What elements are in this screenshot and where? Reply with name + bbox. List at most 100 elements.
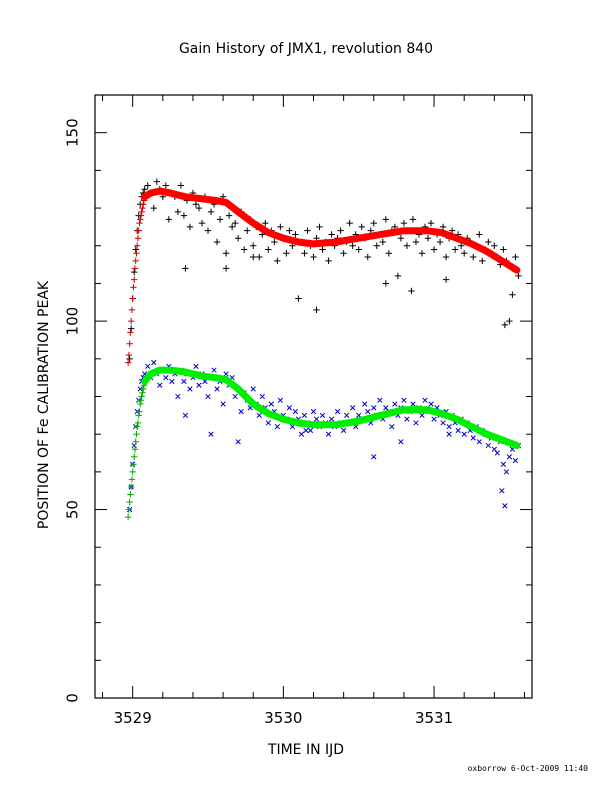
plus-point-2 xyxy=(126,340,133,347)
y-axis-ticks: 0 50 100 150 xyxy=(64,94,532,703)
plus-point-2 xyxy=(128,306,136,314)
cross-point-1 xyxy=(371,405,377,411)
x-tick-label: 3531 xyxy=(415,709,453,727)
plus-point-0 xyxy=(153,178,160,185)
footer-credit: oxborrow 6-Oct-2009 11:40 xyxy=(468,764,589,773)
cross-point-1 xyxy=(392,401,398,407)
cross-point-1 xyxy=(307,427,314,434)
plus-point-2 xyxy=(131,265,139,272)
plus-point-0 xyxy=(460,250,468,257)
cross-point-1 xyxy=(235,439,241,445)
plus-point-0 xyxy=(485,238,492,246)
plus-point-0 xyxy=(243,227,251,234)
cross-point-1 xyxy=(238,408,244,415)
cross-point-1 xyxy=(205,393,211,400)
plus-point-3 xyxy=(131,446,139,453)
plus-point-0 xyxy=(397,235,405,242)
plus-point-0 xyxy=(364,253,371,261)
plus-point-3 xyxy=(130,453,138,460)
plus-point-0 xyxy=(301,250,308,257)
cross-point-1 xyxy=(259,393,265,400)
cross-point-1 xyxy=(512,457,519,464)
cross-point-1 xyxy=(181,378,187,385)
plus-point-0 xyxy=(506,317,513,325)
plus-point-2 xyxy=(133,250,140,257)
cross-point-1 xyxy=(232,393,238,400)
plus-point-0 xyxy=(277,223,284,231)
plus-point-0 xyxy=(430,246,438,253)
plus-point-0 xyxy=(501,321,509,329)
cross-point-1 xyxy=(499,488,505,494)
plus-point-0 xyxy=(394,272,402,280)
plus-point-0 xyxy=(385,250,393,257)
plus-point-0 xyxy=(222,265,230,272)
plus-point-0 xyxy=(265,246,272,253)
plus-point-0 xyxy=(500,246,507,253)
plus-point-0 xyxy=(127,325,135,332)
cross-point-1 xyxy=(274,423,280,430)
cross-point-1 xyxy=(157,382,163,388)
cross-point-1 xyxy=(268,401,274,407)
cross-point-1 xyxy=(491,446,497,452)
cross-point-1 xyxy=(461,431,467,437)
cross-point-1 xyxy=(163,375,169,381)
plus-point-3 xyxy=(132,438,139,445)
plus-point-2 xyxy=(134,235,142,242)
cross-point-1 xyxy=(502,503,508,509)
cross-point-1 xyxy=(365,408,371,415)
y-tick-label: 50 xyxy=(64,500,82,519)
plus-point-0 xyxy=(370,219,377,227)
plus-point-0 xyxy=(162,182,170,189)
plus-point-0 xyxy=(349,242,356,249)
plus-point-2 xyxy=(139,204,146,212)
plus-point-2 xyxy=(137,212,145,219)
plus-point-0 xyxy=(476,231,483,238)
cross-point-1 xyxy=(319,412,326,418)
plus-point-0 xyxy=(274,257,281,265)
plus-point-0 xyxy=(379,238,387,246)
plus-point-3 xyxy=(125,506,133,513)
plus-point-0 xyxy=(262,219,269,227)
plus-point-0 xyxy=(403,242,411,249)
plus-point-2 xyxy=(133,242,141,249)
plus-point-0 xyxy=(382,216,390,223)
cross-point-1 xyxy=(389,423,395,430)
cross-point-1 xyxy=(431,416,437,422)
plus-point-2 xyxy=(136,219,143,227)
plus-point-3 xyxy=(137,397,145,404)
cross-point-1 xyxy=(350,405,356,411)
cross-point-1 xyxy=(446,423,452,430)
plus-point-0 xyxy=(412,238,420,246)
plus-point-0 xyxy=(286,227,293,234)
cross-point-1 xyxy=(362,401,368,407)
cross-point-1 xyxy=(377,397,383,403)
plus-point-0 xyxy=(165,216,173,223)
cross-point-1 xyxy=(383,405,389,411)
cross-point-1 xyxy=(494,450,500,456)
plus-point-0 xyxy=(174,208,182,216)
plus-point-0 xyxy=(310,253,317,261)
plus-point-0 xyxy=(216,216,224,223)
cross-point-1 xyxy=(356,412,362,418)
plus-point-0 xyxy=(271,238,278,246)
plus-point-0 xyxy=(346,219,353,227)
cross-point-1 xyxy=(193,363,199,370)
plus-point-2 xyxy=(140,201,147,208)
x-tick-label: 3530 xyxy=(264,709,302,727)
cross-point-1 xyxy=(404,416,410,422)
plus-point-0 xyxy=(337,227,344,234)
plus-point-0 xyxy=(427,219,435,227)
plus-point-0 xyxy=(408,287,415,295)
y-tick-label: 150 xyxy=(64,118,82,147)
cross-point-1 xyxy=(313,416,320,422)
cross-point-1 xyxy=(398,439,404,445)
plus-point-0 xyxy=(180,212,188,219)
plus-point-0 xyxy=(442,253,450,261)
plus-point-0 xyxy=(182,265,189,272)
plus-point-0 xyxy=(418,250,426,257)
plus-point-3 xyxy=(136,408,143,415)
plus-point-0 xyxy=(144,182,151,189)
cross-point-1 xyxy=(328,416,335,422)
x-axis-ticks: 3529 3530 3531 xyxy=(102,95,525,727)
